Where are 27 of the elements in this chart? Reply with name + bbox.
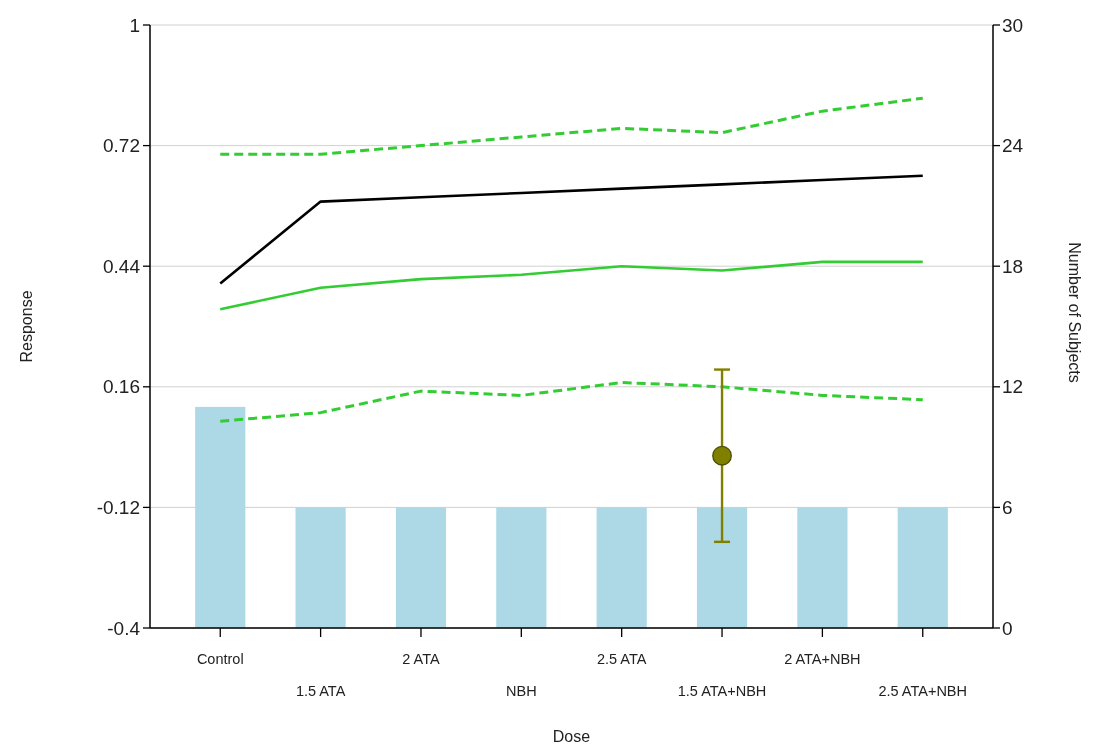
y-tick-label: 0.72 <box>103 135 140 157</box>
y2-tick-label: 0 <box>1002 617 1013 639</box>
x-tick-label: 2.5 ATA <box>596 651 647 667</box>
x-tick-label: 1.5 ATA <box>295 683 346 699</box>
y-tick-label: 0.16 <box>103 376 140 398</box>
x-tick-label: Control <box>196 651 244 667</box>
line-series <box>218 96 925 156</box>
y2-axis-title: Number of Subjects <box>1066 242 1083 383</box>
x-tick-label: NBH <box>506 683 537 699</box>
y2-tick-label: 30 <box>1002 14 1024 36</box>
y-tick-label: 1 <box>129 14 140 36</box>
x-tick-label: 2 ATA+NBH <box>784 651 861 667</box>
y-tick-label: -0.4 <box>107 617 141 639</box>
line-series <box>218 260 925 311</box>
y2-tick-label: 18 <box>1002 255 1024 277</box>
y2-tick-label: 12 <box>1002 376 1024 398</box>
x-axis-title: Dose <box>552 728 591 745</box>
y2-tick-label: 6 <box>1002 497 1013 519</box>
x-tick-label: 2 ATA <box>402 651 440 667</box>
x-tick-label: 2.5 ATA+NBH <box>878 683 968 699</box>
line-series <box>218 174 925 285</box>
y-tick-label: 0.44 <box>103 255 141 277</box>
y-axis-title: Response <box>18 290 35 363</box>
line-series <box>218 380 925 423</box>
x-tick-label: 1.5 ATA+NBH <box>677 683 767 699</box>
y-tick-label: -0.12 <box>96 497 140 519</box>
y2-tick-label: 24 <box>1002 135 1024 157</box>
